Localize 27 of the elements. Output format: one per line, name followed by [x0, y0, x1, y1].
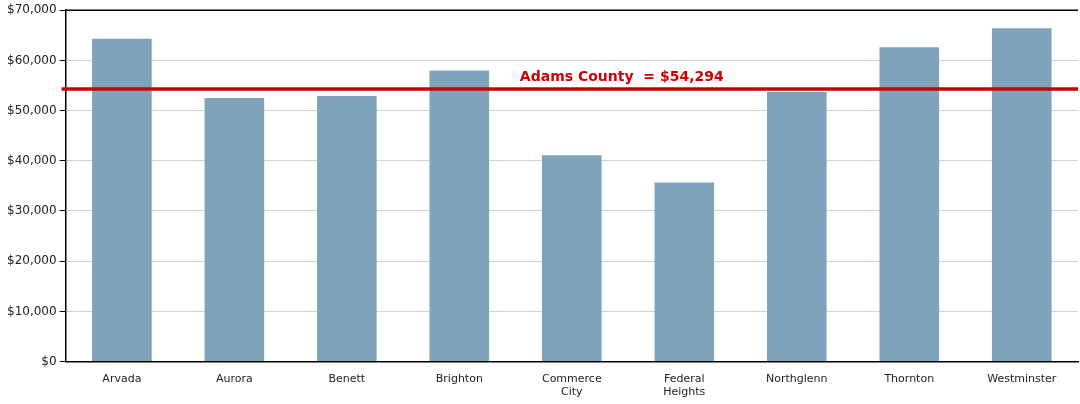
- y-tick-label: $20,000: [7, 253, 57, 268]
- bar: [429, 70, 490, 362]
- bar: [92, 38, 152, 362]
- x-tick-label: Benett: [328, 372, 366, 386]
- y-tick-label: $50,000: [7, 102, 57, 117]
- y-tick-label: $30,000: [7, 203, 57, 218]
- x-tick-label: Westminster: [987, 372, 1057, 386]
- bar: [542, 155, 602, 362]
- x-tick-label: Northglenn: [766, 372, 828, 386]
- bar: [654, 182, 715, 362]
- x-tick-label: Aurora: [215, 372, 253, 386]
- bar: [879, 47, 940, 362]
- y-tick-label: $10,000: [7, 303, 57, 318]
- x-tick-label: Brighton: [435, 372, 483, 386]
- x-tick-label: Arvada: [102, 372, 142, 386]
- x-tick-label: Federal Heights: [663, 372, 706, 399]
- x-tick-label: Commerce City: [541, 372, 602, 399]
- y-tick-label: $0: [41, 353, 57, 368]
- y-tick-label: $40,000: [7, 152, 57, 167]
- x-tick-label: Thornton: [883, 372, 935, 386]
- y-tick-label: $70,000: [7, 2, 57, 17]
- bar: [766, 92, 827, 362]
- bar: [991, 28, 1052, 362]
- y-tick-label: $60,000: [7, 52, 57, 67]
- bar: [317, 96, 377, 362]
- bar: [204, 98, 265, 362]
- ref-line-label: Adams County = $54,294: [519, 67, 724, 84]
